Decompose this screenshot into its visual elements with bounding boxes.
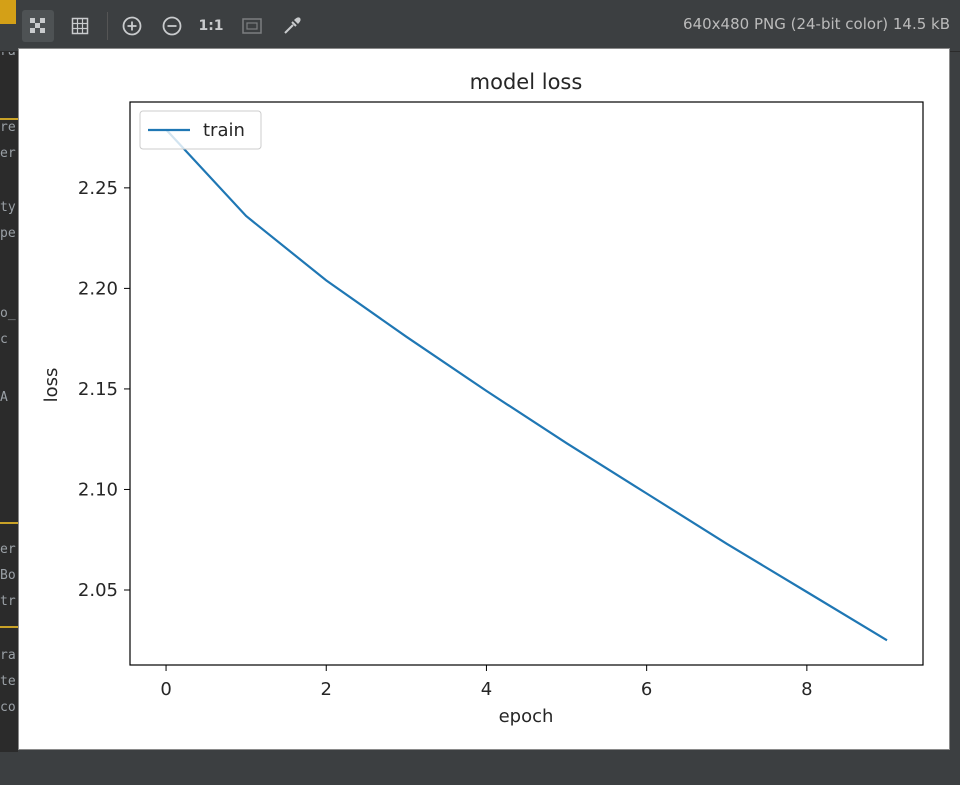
code-fragment: er (0, 146, 16, 161)
y-tick-label: 2.20 (78, 278, 118, 299)
y-axis-ticks: 2.05 2.10 2.15 2.20 2.25 (78, 178, 130, 601)
x-tick-label: 8 (801, 679, 812, 700)
status-bar (0, 752, 960, 785)
code-fragment: er (0, 542, 16, 557)
code-fragment: re (0, 120, 16, 135)
code-fragment: tr (0, 594, 16, 609)
x-tick-label: 6 (641, 679, 652, 700)
code-fragment: co (0, 700, 16, 715)
code-fragment: A (0, 390, 8, 405)
code-fragment: Bo (0, 568, 16, 583)
code-fragment: te (0, 674, 16, 689)
y-tick-label: 2.15 (78, 379, 118, 400)
actual-size-button[interactable]: 1:1 (195, 10, 227, 42)
code-fragment: ty (0, 200, 16, 215)
code-fragment: ra (0, 52, 16, 59)
plot-area-frame (129, 101, 924, 666)
fit-window-icon-glyph (242, 18, 262, 34)
series-points-train (166, 129, 887, 641)
editor-accent-mark (0, 0, 16, 24)
y-tick-label: 2.25 (78, 178, 118, 199)
y-tick-label: 2.05 (78, 580, 118, 601)
x-axis-label: epoch (499, 706, 554, 727)
x-tick-label: 2 (321, 679, 332, 700)
color-picker-icon-glyph (284, 17, 301, 34)
toolbar-separator (107, 12, 108, 40)
code-fragment: ra (0, 648, 16, 663)
y-axis-label: loss (41, 368, 62, 403)
code-fragment: pe (0, 226, 16, 241)
zoom-in-icon-glyph (122, 16, 142, 36)
grid-icon[interactable] (64, 10, 96, 42)
color-picker-icon[interactable] (276, 10, 308, 42)
zoom-out-icon-glyph (162, 16, 182, 36)
viewer-toolbar: 1:1 640x480 PNG (24-bit color) 14.5 kB (0, 0, 960, 52)
gutter-marker (0, 522, 18, 524)
y-tick-label: 2.10 (78, 479, 118, 500)
legend: train (139, 110, 262, 150)
image-info-label: 640x480 PNG (24-bit color) 14.5 kB (683, 15, 950, 33)
gutter-marker (0, 118, 18, 120)
legend-label-train: train (203, 120, 245, 141)
x-tick-label: 0 (160, 679, 171, 700)
chart-title: model loss (470, 70, 583, 94)
actual-size-label: 1:1 (198, 18, 224, 34)
grid-icon-glyph (71, 17, 89, 35)
series-line-train (165, 128, 888, 642)
chessboard-icon[interactable] (22, 10, 54, 42)
zoom-in-icon[interactable] (116, 10, 148, 42)
zoom-out-icon[interactable] (156, 10, 188, 42)
x-axis-ticks: 0 2 4 6 8 (160, 665, 813, 700)
editor-gutter: ra re er ty pe o_ c A er Bo tr ra te co (0, 52, 18, 752)
code-fragment: c (0, 332, 8, 347)
legend-box (139, 110, 262, 150)
image-canvas[interactable]: model loss 2.05 2.10 2.15 2.20 2.25 0 2 4 6 8 tr… (18, 48, 950, 750)
x-tick-label: 4 (481, 679, 492, 700)
fit-window-icon[interactable] (236, 10, 268, 42)
chessboard-icon-glyph (30, 18, 45, 33)
code-fragment: o_ (0, 306, 16, 321)
gutter-marker (0, 626, 18, 628)
loss-chart: model loss 2.05 2.10 2.15 2.20 2.25 0 2 4 6 8 tr… (41, 70, 924, 727)
